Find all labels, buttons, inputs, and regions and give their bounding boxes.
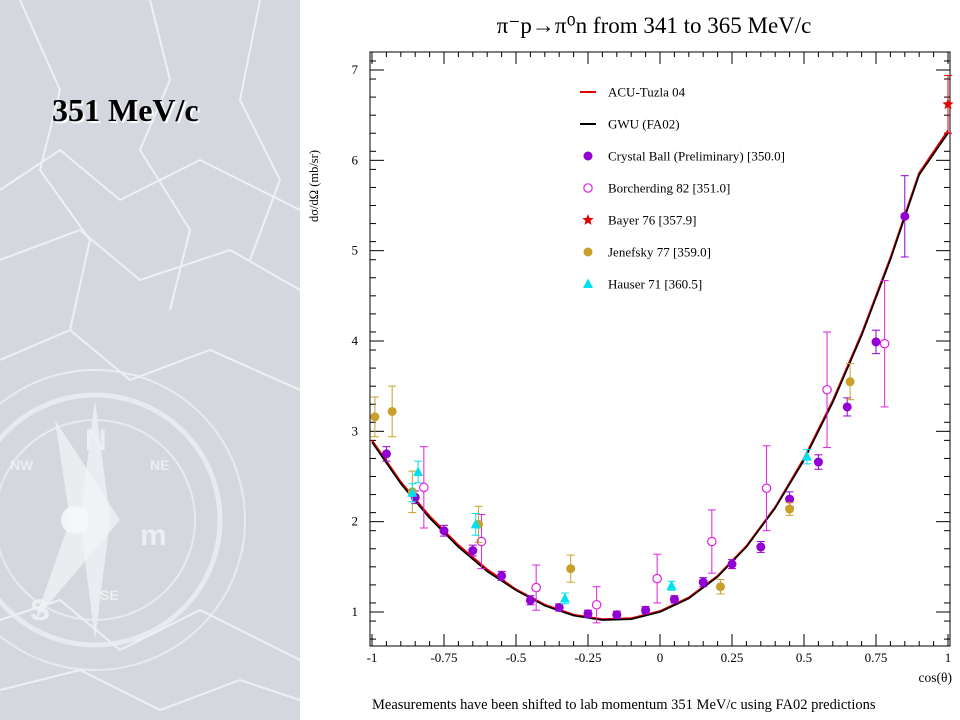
legend-label: GWU (FA02) — [608, 117, 680, 132]
data-point — [559, 592, 570, 603]
data-point — [387, 406, 397, 416]
data-point — [785, 494, 795, 504]
x-tick-label: 0.5 — [796, 650, 812, 665]
gwu-fa02-curve — [371, 132, 949, 621]
y-axis-label: dσ/dΩ (mb/sr) — [307, 150, 321, 222]
x-tick-label: -0.5 — [506, 650, 527, 665]
data-point — [652, 573, 662, 584]
cross-section-chart: π⁻p→π⁰n from 341 to 365 MeV/c dσ/dΩ (mb/… — [307, 13, 954, 685]
y-tick-label: 4 — [352, 333, 359, 348]
y-tick-label: 2 — [352, 514, 359, 529]
plot-frame — [369, 51, 951, 647]
legend-label: Hauser 71 [360.5] — [608, 277, 702, 292]
data-point — [413, 466, 424, 476]
x-tick-label: -0.25 — [574, 650, 601, 665]
svg-text:m: m — [140, 519, 167, 552]
legend-marker-symbol — [583, 247, 593, 257]
svg-text:SE: SE — [100, 587, 119, 603]
data-point — [583, 609, 593, 619]
data-point — [842, 402, 852, 412]
y-tick-label: 5 — [352, 243, 359, 258]
data-point — [419, 482, 429, 493]
y-tick-label: 7 — [352, 62, 359, 77]
y-tick-label: 6 — [352, 152, 359, 167]
x-axis-label: cos(θ) — [919, 670, 952, 685]
data-point — [591, 599, 602, 610]
legend-marker-symbol — [583, 183, 593, 193]
data-point — [845, 377, 855, 387]
data-point — [715, 582, 725, 592]
decorative-background: N S m NW NE SE — [0, 0, 300, 720]
data-point — [370, 412, 380, 422]
data-point — [612, 610, 622, 620]
legend-label: Crystal Ball (Preliminary) [350.0] — [608, 149, 785, 164]
y-tick-label: 1 — [352, 604, 359, 619]
data-point — [707, 536, 717, 547]
data-point — [801, 451, 812, 461]
legend-label: Bayer 76 [357.9] — [608, 213, 696, 228]
data-point — [497, 571, 507, 581]
legend-marker-symbol — [582, 214, 594, 225]
svg-text:S: S — [30, 594, 50, 627]
data-point — [566, 564, 576, 574]
legend-label: Borcherding 82 [351.0] — [608, 181, 730, 196]
svg-text:N: N — [85, 424, 107, 457]
footnote: Measurements have been shifted to lab mo… — [372, 697, 876, 713]
chart-title: π⁻p→π⁰n from 341 to 365 MeV/c — [497, 13, 812, 38]
data-point — [381, 449, 391, 459]
data-point — [871, 337, 881, 347]
data-point — [822, 384, 832, 395]
data-point — [698, 577, 708, 587]
legend-label: ACU-Tuzla 04 — [608, 85, 686, 100]
data-point — [666, 580, 677, 590]
axes-layer: -1 -0.75 -0.5 -0.25 0 0.25 0.5 0.75 1 1 2 3 4 5 6 7 — [352, 52, 952, 665]
slide-title: 351 MeV/c — [52, 92, 199, 128]
x-tick-label: 1 — [945, 650, 952, 665]
data-point — [785, 504, 795, 514]
data-point — [900, 211, 910, 221]
points-layer — [370, 74, 954, 624]
data-point — [476, 536, 487, 547]
data-point — [756, 542, 766, 552]
x-tick-label: 0 — [657, 650, 664, 665]
curve-layer — [371, 129, 949, 621]
compass-watermark-icon: N S m NW NE SE — [0, 0, 300, 712]
legend-label: Jenefsky 77 [359.0] — [608, 245, 711, 260]
data-point — [525, 595, 535, 605]
legend-marker-symbol — [583, 151, 593, 161]
x-tick-label: -0.75 — [430, 650, 457, 665]
data-point — [531, 582, 541, 593]
data-point — [407, 487, 418, 497]
data-point — [669, 594, 679, 604]
x-tick-label: -1 — [367, 650, 378, 665]
y-tick-label: 3 — [352, 423, 359, 438]
svg-text:NW: NW — [10, 457, 34, 473]
data-point — [470, 518, 481, 529]
data-point — [439, 526, 449, 536]
x-tick-label: 0.25 — [721, 650, 744, 665]
x-tick-label: 0.75 — [865, 650, 888, 665]
data-point — [641, 605, 651, 615]
svg-text:NE: NE — [150, 457, 169, 473]
legend-marker-symbol — [583, 278, 593, 288]
data-point — [942, 98, 954, 110]
data-point — [761, 483, 772, 494]
data-point — [813, 457, 823, 467]
data-point — [879, 338, 890, 349]
data-point — [468, 546, 478, 556]
data-point — [727, 559, 737, 569]
data-point — [554, 602, 564, 612]
legend: ACU-Tuzla 04 GWU (FA02) Crystal Ball (Prel… — [580, 85, 785, 292]
